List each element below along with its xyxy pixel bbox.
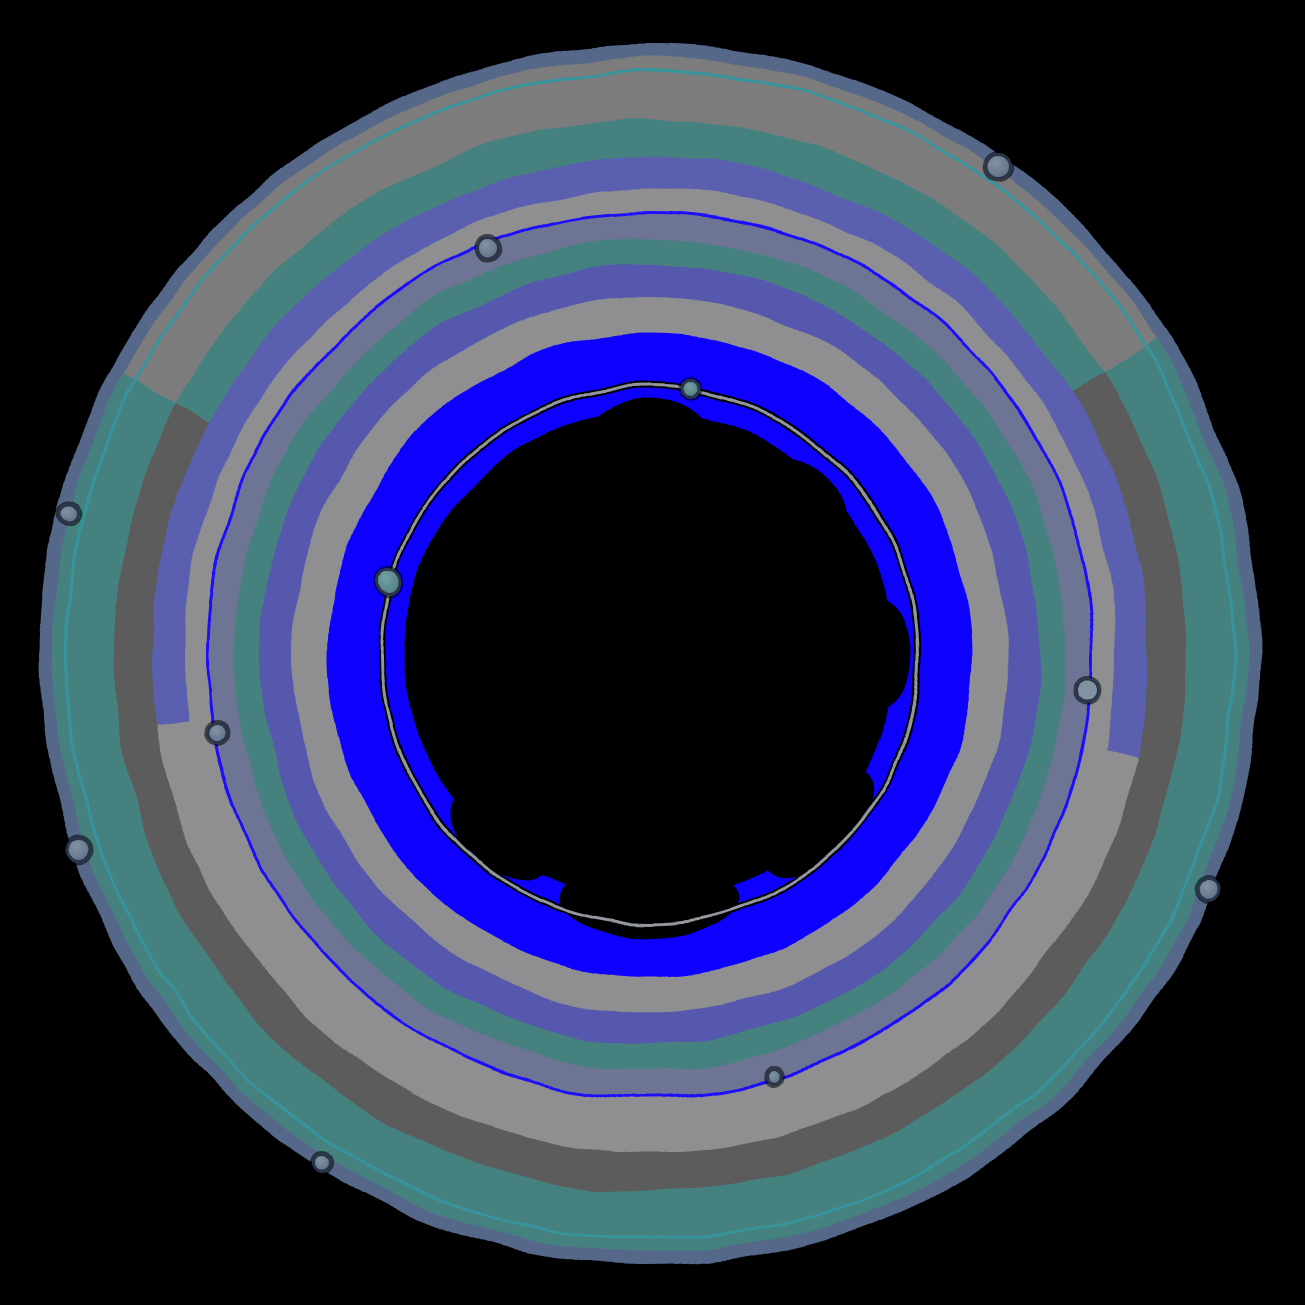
node-outer-left[interactable] (58, 502, 80, 524)
node-blueline-bottom[interactable] (765, 1067, 783, 1085)
node-outer-bottom-right[interactable] (1198, 877, 1222, 901)
node-blueline-right[interactable] (1075, 677, 1101, 703)
node-outer-top-right[interactable] (984, 152, 1012, 180)
node-outer-lower-left[interactable] (65, 836, 91, 862)
node-blueline-left[interactable] (206, 720, 228, 742)
blue-hairline-circle (206, 211, 1094, 1099)
teal-hairline-circle (65, 70, 1235, 1240)
node-orbit-left[interactable] (375, 569, 403, 597)
node-outer-bottom-left[interactable] (312, 1153, 332, 1173)
inner-orbit-circle (380, 385, 920, 925)
node-blueline-top-left[interactable] (476, 238, 500, 262)
node-orbit-top[interactable] (681, 379, 701, 399)
